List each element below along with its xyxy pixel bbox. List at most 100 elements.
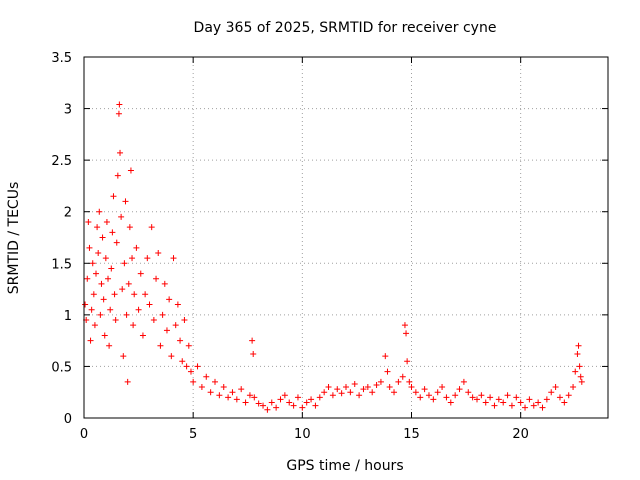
data-point bbox=[391, 389, 398, 396]
data-point bbox=[155, 249, 162, 256]
data-point bbox=[465, 389, 472, 396]
data-point bbox=[242, 399, 249, 406]
data-point bbox=[116, 101, 123, 108]
data-point bbox=[356, 392, 363, 399]
axis-ticks bbox=[83, 56, 608, 419]
data-point bbox=[133, 244, 140, 251]
data-point bbox=[338, 390, 345, 397]
data-point bbox=[386, 384, 393, 391]
data-point bbox=[109, 229, 116, 236]
data-point bbox=[250, 351, 257, 358]
data-point bbox=[495, 396, 502, 403]
data-point bbox=[119, 286, 126, 293]
data-point bbox=[91, 322, 98, 329]
data-point bbox=[260, 402, 267, 409]
data-point bbox=[303, 399, 310, 406]
data-point bbox=[474, 396, 480, 403]
x-tick-label: 0 bbox=[80, 427, 88, 442]
data-point bbox=[277, 396, 284, 403]
data-point bbox=[312, 402, 319, 409]
data-point bbox=[469, 394, 476, 401]
data-point bbox=[399, 373, 406, 380]
data-point bbox=[168, 353, 175, 360]
data-point bbox=[369, 389, 376, 396]
data-point bbox=[360, 386, 367, 393]
data-point bbox=[530, 402, 537, 409]
data-point bbox=[430, 396, 437, 403]
data-point bbox=[325, 384, 332, 391]
chart-title: Day 365 of 2025, SRMTID for receiver cyn… bbox=[194, 20, 497, 36]
data-point bbox=[526, 396, 533, 403]
data-point bbox=[146, 301, 153, 308]
data-point bbox=[102, 255, 109, 262]
data-point bbox=[131, 291, 138, 298]
data-point bbox=[117, 149, 124, 156]
data-point bbox=[574, 351, 581, 358]
data-point bbox=[384, 368, 391, 375]
data-point bbox=[508, 402, 515, 409]
data-point bbox=[364, 384, 371, 391]
y-tick-label: 1 bbox=[64, 309, 72, 324]
data-point bbox=[229, 389, 236, 396]
y-axis-label: SRMTID / TECUs bbox=[6, 182, 22, 295]
y-tick-label: 2 bbox=[64, 206, 72, 221]
data-point bbox=[220, 384, 227, 391]
data-point bbox=[299, 404, 306, 411]
data-point bbox=[84, 275, 91, 282]
data-point bbox=[395, 378, 402, 385]
data-point bbox=[316, 394, 323, 401]
data-point bbox=[101, 332, 108, 339]
data-point bbox=[166, 296, 173, 303]
data-point bbox=[89, 260, 96, 267]
data-point bbox=[216, 392, 223, 399]
data-point bbox=[114, 172, 121, 179]
data-point bbox=[122, 198, 129, 205]
data-point bbox=[225, 394, 232, 401]
data-point bbox=[203, 373, 210, 380]
data-point bbox=[255, 400, 262, 407]
data-point bbox=[97, 311, 104, 318]
data-point bbox=[556, 394, 563, 401]
data-point bbox=[98, 280, 105, 287]
data-point bbox=[552, 384, 559, 391]
data-point bbox=[572, 368, 579, 375]
data-point bbox=[125, 280, 132, 287]
y-tick-label: 0 bbox=[64, 412, 72, 427]
data-point bbox=[157, 342, 164, 349]
data-point bbox=[187, 368, 194, 375]
data-point bbox=[500, 399, 507, 406]
data-point bbox=[456, 386, 463, 393]
data-point bbox=[487, 394, 494, 401]
y-tick-label: 0.5 bbox=[51, 360, 72, 375]
data-point bbox=[482, 399, 489, 406]
y-tick-label: 1.5 bbox=[51, 257, 72, 272]
data-point bbox=[88, 306, 95, 313]
data-point bbox=[268, 399, 275, 406]
data-point bbox=[190, 378, 197, 385]
data-point bbox=[170, 255, 177, 262]
data-point bbox=[565, 392, 572, 399]
data-point bbox=[144, 255, 151, 262]
data-point bbox=[447, 399, 454, 406]
data-point bbox=[578, 378, 585, 385]
data-point bbox=[321, 389, 328, 396]
data-point bbox=[106, 342, 113, 349]
data-point bbox=[126, 224, 133, 231]
data-point bbox=[281, 392, 288, 399]
data-point bbox=[150, 317, 157, 324]
data-point bbox=[148, 224, 155, 231]
data-point bbox=[130, 322, 137, 329]
data-point bbox=[575, 342, 582, 349]
data-point bbox=[172, 322, 179, 329]
data-point bbox=[111, 291, 118, 298]
data-point bbox=[273, 404, 280, 411]
data-point bbox=[183, 363, 190, 370]
data-point bbox=[95, 249, 102, 256]
grid bbox=[84, 57, 608, 418]
data-point bbox=[90, 291, 97, 298]
data-point bbox=[85, 219, 92, 226]
data-point bbox=[142, 291, 149, 298]
data-point bbox=[425, 392, 432, 399]
data-point bbox=[373, 381, 380, 388]
